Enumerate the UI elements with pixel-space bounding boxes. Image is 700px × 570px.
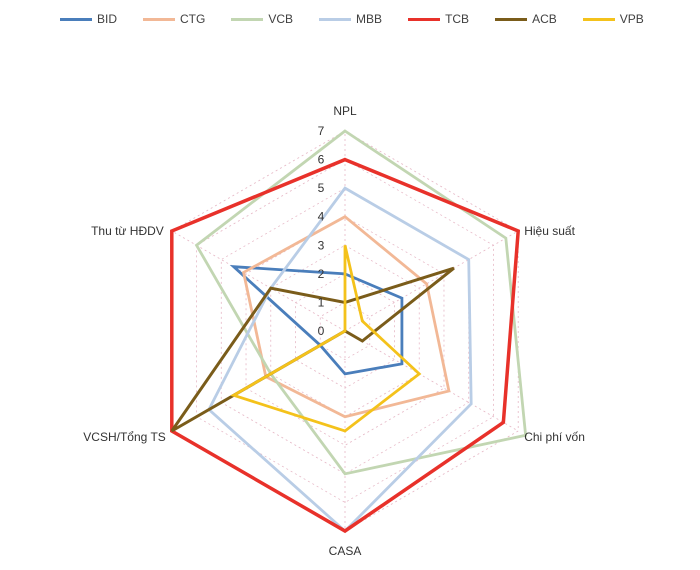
axis-label: VCSH/Tổng TS — [83, 430, 165, 444]
legend-swatch — [495, 17, 528, 21]
series-tcb-line — [170, 157, 521, 534]
legend-swatch — [231, 17, 264, 21]
grid-spoke — [344, 230, 519, 332]
axis-label: Hiệu suất — [524, 224, 575, 238]
legend-item-bid: BID — [60, 12, 117, 26]
series-vpb-line — [230, 244, 422, 433]
legend-label: TCB — [445, 12, 470, 26]
legend-label: CTG — [180, 12, 206, 26]
series-bid-line — [229, 265, 404, 376]
tick-label: 0 — [318, 324, 325, 338]
legend-label: BID — [97, 12, 118, 26]
legend-item-ctg: CTG — [143, 12, 205, 26]
legend-label: VPB — [619, 12, 644, 26]
legend-swatch — [582, 17, 615, 21]
legend-label: MBB — [356, 12, 383, 26]
legend-label: VCB — [268, 12, 294, 26]
legend-swatch — [60, 17, 92, 21]
grid-spoke — [171, 230, 346, 332]
series-vcb-line — [194, 129, 528, 476]
legend-item-acb: ACB — [495, 12, 557, 26]
legend-label: ACB — [532, 12, 557, 26]
tick-label: 5 — [318, 181, 325, 195]
tick-label: 7 — [318, 124, 325, 138]
tick-label: 2 — [318, 267, 325, 281]
legend-item-vcb: VCB — [231, 12, 293, 26]
series-mbb-line — [207, 186, 473, 533]
axis-label: Chi phí vốn — [524, 430, 585, 444]
legend-item-mbb: MBB — [319, 12, 382, 26]
legend-swatch — [408, 17, 441, 21]
axis-label: Thu từ HĐDV — [91, 224, 164, 238]
axis-label: NPL — [333, 104, 357, 118]
legend: BID CTG VCB MBB TCB ACB VPB — [60, 12, 670, 26]
grid-ring — [245, 216, 445, 446]
series-ctg-line — [241, 215, 451, 419]
grid-spoke — [344, 330, 519, 432]
grid-ring — [319, 301, 371, 361]
legend-swatch — [143, 17, 176, 21]
tick-label: 6 — [318, 153, 325, 167]
tick-label: 4 — [318, 210, 325, 224]
tick-label: 3 — [318, 238, 325, 252]
grid-ring — [295, 273, 395, 389]
legend-item-tcb: TCB — [408, 12, 469, 26]
tick-label: 1 — [318, 295, 325, 309]
legend-swatch — [319, 17, 352, 21]
legend-item-vpb: VPB — [582, 12, 644, 26]
axis-label: CASA — [329, 544, 362, 558]
